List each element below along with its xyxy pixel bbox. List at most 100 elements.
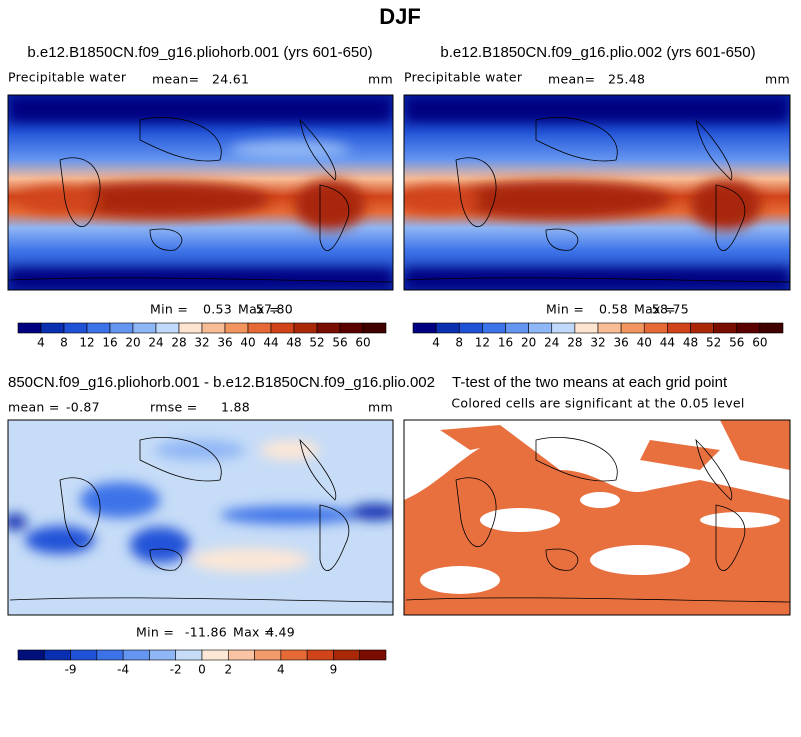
colorbar-box <box>224 322 249 334</box>
panel-subtitle: Colored cells are significant at the 0.0… <box>451 396 744 411</box>
colorbar-box <box>122 649 150 661</box>
colorbar-box <box>149 649 177 661</box>
colorbar-box <box>412 322 437 334</box>
colorbar-label: 16 <box>102 336 117 350</box>
colorbar-label: 24 <box>544 336 559 350</box>
colorbar-box <box>574 322 599 334</box>
colorbar-label: 8 <box>60 336 68 350</box>
units: mm <box>765 72 790 87</box>
map <box>404 420 790 615</box>
colorbar-box <box>247 322 272 334</box>
min: 0.53 <box>203 302 232 317</box>
colorbar-box <box>667 322 691 334</box>
colorbar-label: 44 <box>263 336 278 350</box>
colorbar-label: 12 <box>475 336 490 350</box>
colorbar-box <box>293 322 318 334</box>
colorbar-box <box>109 322 134 334</box>
colorbar-label: 60 <box>355 336 370 350</box>
colorbar-box <box>620 322 645 334</box>
colorbar-label: 60 <box>752 336 767 350</box>
colorbar-label: 44 <box>660 336 675 350</box>
colorbar-box <box>362 322 387 334</box>
colorbar-box <box>175 649 203 661</box>
colorbar-box <box>86 322 111 334</box>
colorbar-box <box>96 649 124 661</box>
colorbar-box <box>333 649 361 661</box>
units: mm <box>368 72 393 87</box>
colorbar-label: 48 <box>286 336 301 350</box>
map <box>8 95 393 290</box>
colorbar-label: 2 <box>224 663 232 677</box>
map-frame <box>7 94 394 291</box>
colorbar-box <box>43 649 71 661</box>
figure-title: DJF <box>379 4 421 29</box>
colorbar-box <box>713 322 738 334</box>
colorbar-label: 4 <box>277 663 285 677</box>
colorbar-label: 0 <box>198 663 206 677</box>
mean-label: mean = <box>8 400 60 415</box>
variable: Precipitable water <box>8 70 127 85</box>
colorbar-box <box>435 322 460 334</box>
colorbar-label: 52 <box>309 336 324 350</box>
variable: Precipitable water <box>404 70 523 85</box>
colorbar-label: -9 <box>65 663 77 677</box>
min-label: Min = <box>150 302 188 317</box>
map-frame <box>403 94 791 291</box>
colorbar-label: 24 <box>148 336 163 350</box>
colorbar-box <box>201 322 226 334</box>
colorbar-box <box>63 322 88 334</box>
colorbar-box <box>505 322 529 334</box>
colorbar-box <box>339 322 364 334</box>
colorbar-box <box>690 322 714 334</box>
min-label: Min = <box>136 625 174 640</box>
colorbar-label: -2 <box>170 663 182 677</box>
panel-title: b.e12.B1850CN.f09_g16.plio.002 (yrs 601-… <box>440 44 755 61</box>
colorbar-label: 4 <box>432 336 440 350</box>
max-label: Max = <box>238 302 280 317</box>
colorbar-label: 36 <box>613 336 628 350</box>
colorbar-label: 40 <box>240 336 255 350</box>
colorbar-label: 20 <box>521 336 536 350</box>
mean: -0.87 <box>66 400 100 415</box>
colorbar-label: 8 <box>455 336 463 350</box>
colorbar-label: 52 <box>706 336 721 350</box>
map-frame <box>7 419 394 616</box>
colorbar-label: 56 <box>729 336 744 350</box>
panel-title: 850CN.f09_g16.pliohorb.001 - b.e12.B1850… <box>8 374 435 391</box>
colorbar-box <box>551 322 576 334</box>
mean-label: mean= <box>548 72 595 87</box>
max-label: Max = <box>233 625 275 640</box>
colorbar-box <box>316 322 341 334</box>
colorbar-label: 9 <box>330 663 338 677</box>
units: mm <box>368 400 393 415</box>
colorbar-label: 28 <box>171 336 186 350</box>
min: -11.86 <box>185 625 227 640</box>
colorbar-box <box>227 649 255 661</box>
map-frame <box>403 419 791 616</box>
colorbar-box <box>17 649 45 661</box>
colorbar-box <box>155 322 180 334</box>
colorbar-label: 36 <box>217 336 232 350</box>
colorbar-box <box>178 322 203 334</box>
colorbar-box <box>359 649 387 661</box>
panel-title: T-test of the two means at each grid poi… <box>452 374 728 391</box>
map <box>404 95 790 290</box>
colorbar-box <box>643 322 668 334</box>
colorbar-box <box>458 322 483 334</box>
colorbar-box <box>597 322 622 334</box>
colorbar-box <box>759 322 784 334</box>
rmse-label: rmse = <box>150 400 198 415</box>
colorbar-box <box>306 649 334 661</box>
min-label: Min = <box>546 302 584 317</box>
max-label: Max = <box>634 302 676 317</box>
colorbar-label: 48 <box>683 336 698 350</box>
colorbar-box <box>132 322 157 334</box>
colorbar-label: 16 <box>498 336 513 350</box>
colorbar-label: 20 <box>125 336 140 350</box>
max: 58.75 <box>652 302 689 317</box>
colorbar-box <box>280 649 308 661</box>
colorbar-label: 32 <box>590 336 605 350</box>
colorbar-box <box>528 322 553 334</box>
colorbar-label: 28 <box>567 336 582 350</box>
